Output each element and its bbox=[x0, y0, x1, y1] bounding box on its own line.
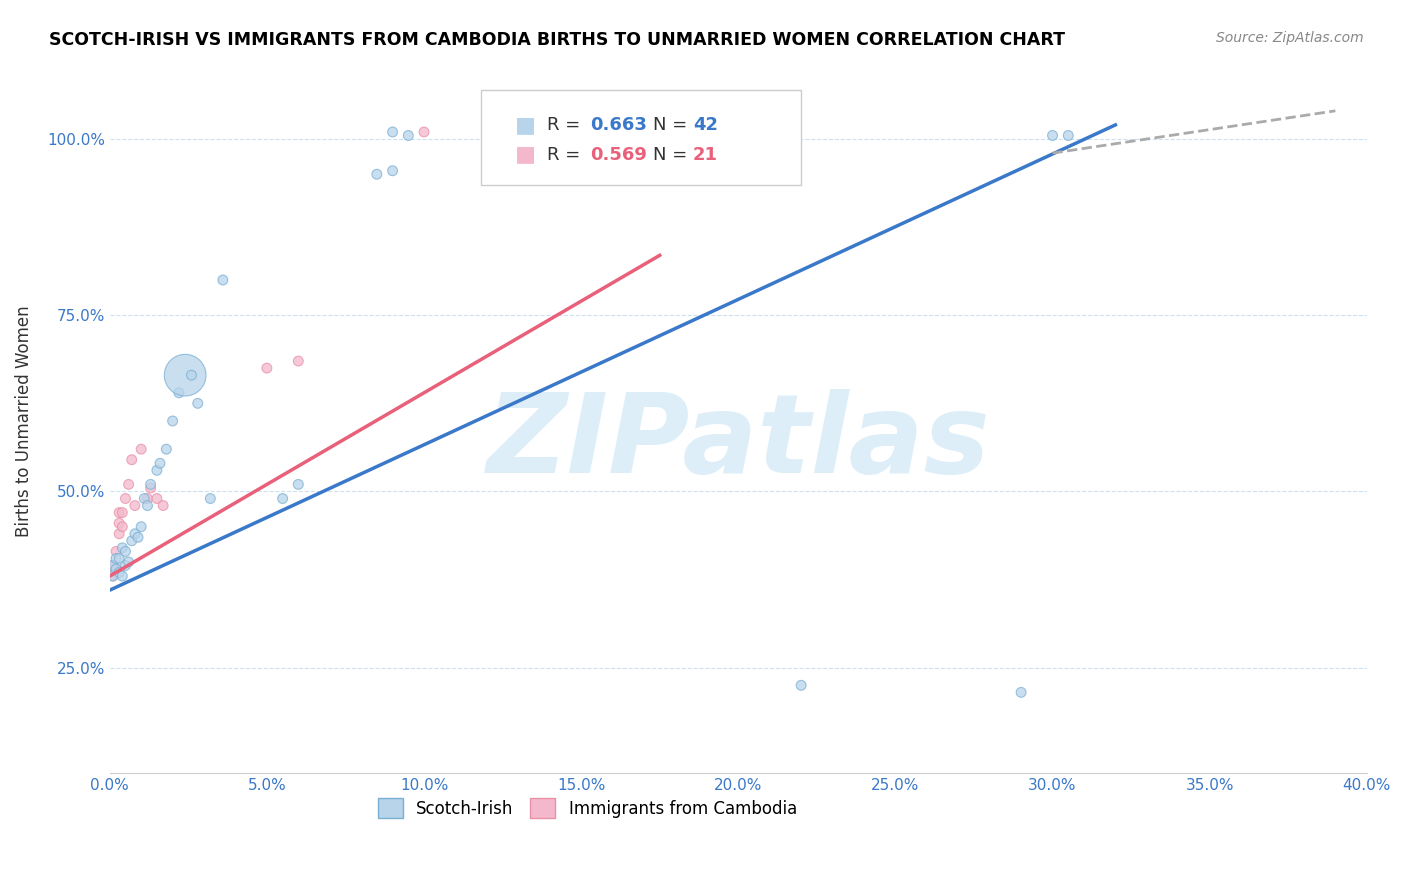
Point bbox=[180, 368, 202, 383]
Point bbox=[101, 558, 124, 573]
Point bbox=[162, 414, 184, 428]
Text: ■: ■ bbox=[515, 145, 536, 164]
Text: ■: ■ bbox=[515, 115, 536, 135]
Point bbox=[129, 519, 152, 533]
Point bbox=[111, 569, 134, 583]
Point bbox=[146, 463, 169, 477]
Point bbox=[271, 491, 294, 506]
Point bbox=[155, 442, 177, 457]
Point bbox=[136, 491, 159, 506]
Point bbox=[287, 477, 309, 491]
Point bbox=[108, 506, 131, 520]
Point bbox=[212, 273, 235, 287]
Point bbox=[287, 354, 309, 368]
Text: ZIPatlas: ZIPatlas bbox=[486, 389, 990, 496]
Point bbox=[129, 442, 152, 457]
Point bbox=[108, 566, 131, 580]
Point bbox=[167, 385, 190, 400]
Point bbox=[105, 562, 128, 576]
Y-axis label: Births to Unmarried Women: Births to Unmarried Women bbox=[15, 305, 32, 537]
Text: R =: R = bbox=[547, 145, 586, 163]
Text: N =: N = bbox=[652, 116, 693, 134]
Point bbox=[790, 678, 813, 692]
Text: Source: ZipAtlas.com: Source: ZipAtlas.com bbox=[1216, 31, 1364, 45]
Point bbox=[256, 361, 278, 376]
Point bbox=[381, 163, 404, 178]
Point bbox=[396, 128, 419, 143]
Point bbox=[114, 544, 136, 558]
Point bbox=[1057, 128, 1080, 143]
Point bbox=[111, 541, 134, 555]
Text: 0.663: 0.663 bbox=[591, 116, 647, 134]
Legend: Scotch-Irish, Immigrants from Cambodia: Scotch-Irish, Immigrants from Cambodia bbox=[371, 791, 804, 825]
Point bbox=[187, 396, 209, 410]
Point bbox=[136, 499, 159, 513]
Point bbox=[711, 128, 734, 143]
Point bbox=[105, 551, 128, 566]
Point bbox=[121, 533, 143, 548]
Point bbox=[174, 368, 197, 383]
Point bbox=[117, 555, 139, 569]
Point bbox=[134, 491, 156, 506]
Text: N =: N = bbox=[652, 145, 693, 163]
Text: 21: 21 bbox=[693, 145, 718, 163]
Point bbox=[117, 477, 139, 491]
Point bbox=[413, 125, 436, 139]
Point bbox=[742, 128, 765, 143]
Point bbox=[139, 477, 162, 491]
Point bbox=[727, 128, 749, 143]
Text: R =: R = bbox=[547, 116, 586, 134]
Point bbox=[105, 562, 128, 576]
Point bbox=[152, 499, 174, 513]
Point bbox=[101, 558, 124, 573]
Point bbox=[121, 452, 143, 467]
Point bbox=[146, 491, 169, 506]
Text: 0.569: 0.569 bbox=[591, 145, 647, 163]
Point bbox=[108, 516, 131, 531]
Point bbox=[124, 526, 146, 541]
Point bbox=[111, 519, 134, 533]
Point bbox=[1042, 128, 1064, 143]
Point bbox=[139, 481, 162, 495]
Point bbox=[111, 506, 134, 520]
Point bbox=[114, 491, 136, 506]
Text: 42: 42 bbox=[693, 116, 718, 134]
Point bbox=[124, 499, 146, 513]
Point bbox=[105, 544, 128, 558]
Point bbox=[108, 551, 131, 566]
Text: SCOTCH-IRISH VS IMMIGRANTS FROM CAMBODIA BIRTHS TO UNMARRIED WOMEN CORRELATION C: SCOTCH-IRISH VS IMMIGRANTS FROM CAMBODIA… bbox=[49, 31, 1066, 49]
Point bbox=[127, 530, 149, 544]
Point bbox=[696, 125, 718, 139]
Point bbox=[381, 125, 404, 139]
Point bbox=[101, 569, 124, 583]
Point bbox=[149, 456, 172, 470]
Point bbox=[114, 558, 136, 573]
Point bbox=[200, 491, 222, 506]
Point bbox=[101, 569, 124, 583]
Point bbox=[1010, 685, 1032, 699]
Point bbox=[108, 526, 131, 541]
Point bbox=[366, 167, 388, 181]
FancyBboxPatch shape bbox=[481, 90, 801, 185]
